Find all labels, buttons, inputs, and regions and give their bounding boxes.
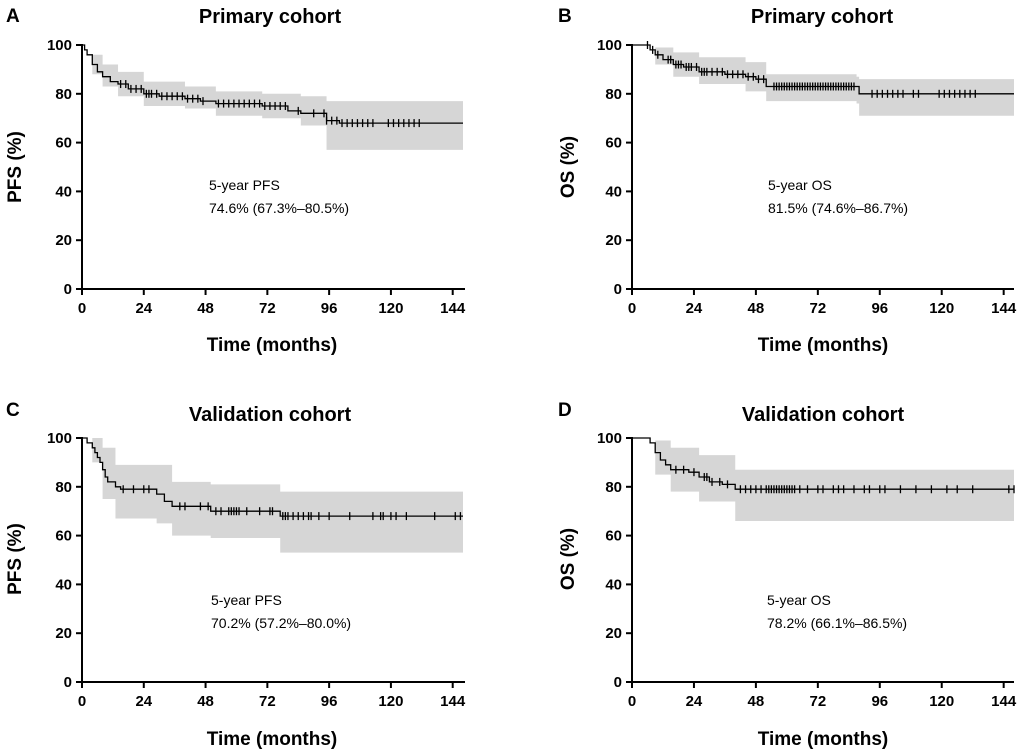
panel-c-y-tick-label: 40 bbox=[55, 576, 72, 593]
panel-c-y-tick-label: 20 bbox=[55, 625, 72, 642]
panel-a-x-tick-label: 120 bbox=[378, 300, 403, 317]
panel-a-x-tick-label: 96 bbox=[321, 300, 338, 317]
panel-a-confidence-band bbox=[82, 45, 463, 150]
panel-c-x-tick-label: 72 bbox=[259, 693, 276, 710]
panel-c-x-tick-label: 48 bbox=[197, 693, 214, 710]
panel-a-x-axis-label: Time (months) bbox=[207, 335, 338, 356]
panel-c-x-axis-label: Time (months) bbox=[207, 729, 338, 750]
panel-d-x-tick-label: 96 bbox=[871, 693, 888, 710]
panel-b-y-tick-label: 40 bbox=[605, 183, 622, 200]
panel-c-y-tick-label: 60 bbox=[55, 528, 72, 545]
panel-b-x-tick-label: 120 bbox=[929, 300, 954, 317]
panel-b-x-tick-label: 0 bbox=[628, 300, 636, 317]
panel-b-title: Primary cohort bbox=[751, 6, 894, 28]
panel-b-survival-curve bbox=[632, 44, 1014, 95]
panel-d-plot-area: 0 20 40 60 80 100 0 24 48 72 96 120 144 bbox=[597, 430, 1017, 710]
panel-d-y-tick-label: 0 bbox=[614, 674, 622, 691]
panel-b-letter: B bbox=[558, 6, 572, 27]
panel-b-y-tick-label: 20 bbox=[605, 232, 622, 249]
panel-a-y-tick-label: 0 bbox=[64, 281, 72, 298]
panel-a-x-tick-label: 144 bbox=[440, 300, 466, 317]
panel-c-y-tick-label: 0 bbox=[64, 674, 72, 691]
panel-b-x-tick-label: 48 bbox=[748, 300, 765, 317]
panel-c-x-tick-label: 96 bbox=[321, 693, 338, 710]
panel-b-y-axis-label: OS (%) bbox=[558, 136, 579, 198]
panel-a-y-tick-label: 60 bbox=[55, 135, 72, 152]
panel-c-title: Validation cohort bbox=[189, 404, 352, 426]
panel-d-validation-os: D Validation cohort OS (%) Time (months)… bbox=[558, 400, 1017, 750]
panel-c-y-axis-label: PFS (%) bbox=[5, 523, 26, 595]
panel-a-y-tick-label: 20 bbox=[55, 232, 72, 249]
panel-d-x-tick-label: 24 bbox=[686, 693, 703, 710]
panel-d-y-tick-label: 20 bbox=[605, 625, 622, 642]
panel-a-annotation-heading: 5-year PFS bbox=[209, 177, 280, 193]
panel-d-confidence-band bbox=[632, 438, 1014, 521]
panel-d-annotation-value: 78.2% (66.1%–86.5%) bbox=[767, 615, 907, 631]
panel-b-x-tick-label: 24 bbox=[686, 300, 703, 317]
panel-c-survival-curve bbox=[82, 437, 463, 517]
panel-a-y-tick-label: 100 bbox=[47, 37, 72, 54]
panel-d-y-tick-label: 80 bbox=[605, 479, 622, 496]
panel-d-y-tick-label: 40 bbox=[605, 576, 622, 593]
panel-d-letter: D bbox=[558, 400, 572, 421]
panel-b-annotation-heading: 5-year OS bbox=[768, 177, 832, 193]
panel-a-y-tick-label: 80 bbox=[55, 86, 72, 103]
panel-c-validation-pfs: C Validation cohort PFS (%) Time (months… bbox=[5, 400, 466, 750]
panel-d-x-axis-label: Time (months) bbox=[758, 729, 889, 750]
panel-b-confidence-band bbox=[632, 45, 1014, 116]
panel-b-primary-os: B Primary cohort OS (%) Time (months) 5-… bbox=[558, 6, 1017, 356]
panel-a-y-tick-label: 40 bbox=[55, 183, 72, 200]
panel-c-y-tick-label: 80 bbox=[55, 479, 72, 496]
panel-a-y-axis-label: PFS (%) bbox=[5, 131, 26, 203]
panel-d-survival-curve bbox=[632, 437, 1014, 490]
panel-b-plot-area: 0 20 40 60 80 100 0 24 48 72 96 120 144 bbox=[597, 37, 1017, 317]
panel-b-x-tick-label: 72 bbox=[809, 300, 826, 317]
panel-c-letter: C bbox=[6, 400, 20, 421]
panel-a-plot-area: 0 20 40 60 80 100 0 24 48 72 96 120 144 bbox=[47, 37, 466, 317]
panel-b-annotation-value: 81.5% (74.6%–86.7%) bbox=[768, 200, 908, 216]
panel-a-annotation-value: 74.6% (67.3%–80.5%) bbox=[209, 200, 349, 216]
panel-a-x-tick-label: 48 bbox=[197, 300, 214, 317]
panel-b-x-axis-label: Time (months) bbox=[758, 335, 889, 356]
panel-d-y-axis-label: OS (%) bbox=[558, 528, 579, 590]
panel-d-x-tick-label: 0 bbox=[628, 693, 636, 710]
panel-b-y-tick-label: 0 bbox=[614, 281, 622, 298]
panel-b-y-tick-label: 60 bbox=[605, 135, 622, 152]
panel-a-primary-pfs: A Primary cohort PFS (%) Time (months) 5… bbox=[5, 6, 466, 356]
panel-c-x-tick-label: 144 bbox=[440, 693, 466, 710]
panel-a-x-tick-label: 72 bbox=[259, 300, 276, 317]
panel-b-x-tick-label: 96 bbox=[871, 300, 888, 317]
panel-d-y-tick-label: 100 bbox=[597, 430, 622, 447]
panel-d-x-tick-label: 72 bbox=[809, 693, 826, 710]
panel-d-annotation-heading: 5-year OS bbox=[767, 592, 831, 608]
panel-b-x-tick-label: 144 bbox=[991, 300, 1017, 317]
panel-c-x-tick-label: 24 bbox=[135, 693, 152, 710]
panel-b-y-tick-label: 80 bbox=[605, 86, 622, 103]
panel-d-title: Validation cohort bbox=[742, 404, 905, 426]
panel-c-y-tick-label: 100 bbox=[47, 430, 72, 447]
panel-c-annotation-heading: 5-year PFS bbox=[211, 592, 282, 608]
panel-c-x-tick-label: 120 bbox=[378, 693, 403, 710]
panel-d-x-tick-label: 144 bbox=[991, 693, 1017, 710]
panel-a-x-tick-label: 24 bbox=[135, 300, 152, 317]
panel-d-y-tick-label: 60 bbox=[605, 528, 622, 545]
panel-c-plot-area: 0 20 40 60 80 100 0 24 48 72 96 120 144 bbox=[47, 430, 466, 710]
panel-a-title: Primary cohort bbox=[199, 6, 342, 28]
panel-a-letter: A bbox=[6, 6, 20, 27]
panel-b-y-tick-label: 100 bbox=[597, 37, 622, 54]
panel-c-confidence-band bbox=[82, 438, 463, 553]
panel-d-x-tick-label: 48 bbox=[748, 693, 765, 710]
panel-d-x-tick-label: 120 bbox=[929, 693, 954, 710]
panel-c-annotation-value: 70.2% (57.2%–80.0%) bbox=[211, 615, 351, 631]
panel-a-x-tick-label: 0 bbox=[78, 300, 86, 317]
panel-c-x-tick-label: 0 bbox=[78, 693, 86, 710]
